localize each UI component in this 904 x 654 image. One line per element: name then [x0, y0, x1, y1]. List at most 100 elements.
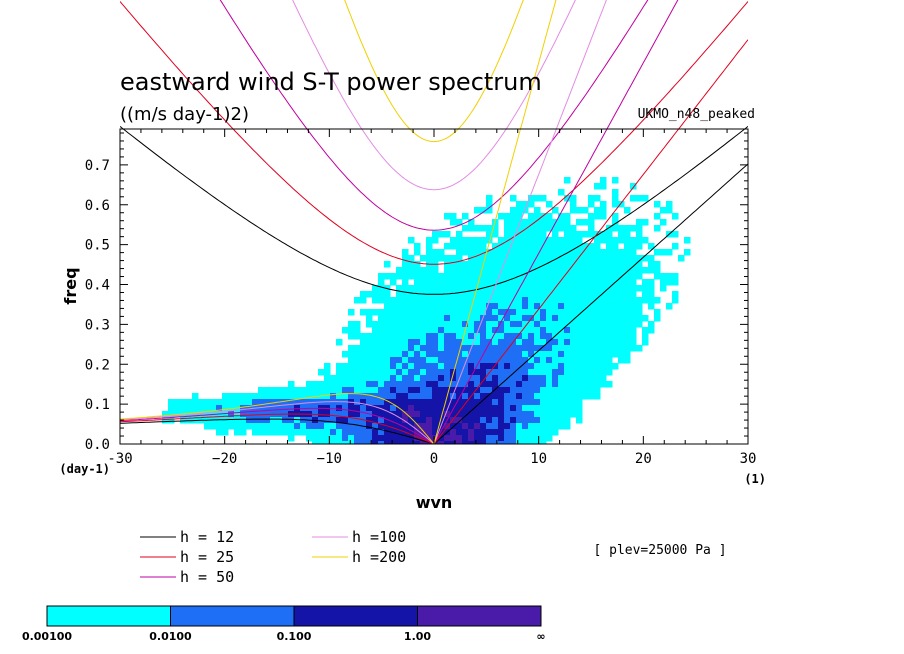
power-cell: [570, 201, 577, 208]
power-cell: [486, 405, 493, 412]
power-cell: [408, 375, 415, 382]
power-cell: [426, 309, 433, 316]
power-cell: [396, 381, 403, 388]
power-cell: [576, 267, 583, 274]
power-cell: [288, 399, 295, 406]
power-cell: [444, 243, 451, 250]
power-cell: [342, 351, 349, 358]
power-cell: [492, 279, 499, 286]
power-cell: [378, 327, 385, 334]
power-cell: [528, 405, 535, 412]
power-cell: [630, 225, 637, 232]
power-cell: [498, 429, 505, 436]
power-cell: [636, 309, 643, 316]
power-cell: [624, 351, 631, 358]
power-cell: [504, 435, 511, 442]
power-cell: [438, 231, 445, 238]
power-cell: [498, 333, 505, 340]
power-cell: [378, 345, 385, 352]
power-cell: [552, 291, 559, 298]
power-cell: [594, 267, 601, 274]
power-cell: [594, 309, 601, 316]
power-cell: [558, 387, 565, 394]
power-cell: [486, 285, 493, 292]
power-cell: [684, 249, 691, 256]
level-label: [ plev=25000 Pa ]: [593, 543, 726, 558]
power-cell: [384, 441, 391, 444]
power-cell: [438, 405, 445, 412]
power-cell: [570, 291, 577, 298]
power-cell: [432, 333, 439, 340]
power-cell: [672, 243, 679, 250]
power-cell: [330, 441, 337, 444]
power-cell: [582, 249, 589, 256]
power-cell: [462, 423, 469, 430]
power-cell: [342, 423, 349, 430]
power-cell: [492, 333, 499, 340]
power-cell: [384, 345, 391, 352]
power-cell: [558, 273, 565, 280]
power-cell: [450, 399, 457, 406]
power-cell: [378, 285, 385, 292]
power-cell: [402, 273, 409, 280]
power-cell: [504, 417, 511, 424]
power-cell: [540, 309, 547, 316]
power-cell: [426, 273, 433, 280]
power-cell: [426, 327, 433, 334]
power-cell: [546, 369, 553, 376]
power-cell: [432, 345, 439, 352]
power-cell: [504, 291, 511, 298]
power-cell: [474, 429, 481, 436]
power-cell: [672, 291, 679, 298]
power-cell: [630, 255, 637, 262]
power-cell: [546, 351, 553, 358]
power-cell: [540, 411, 547, 418]
power-cell: [666, 303, 673, 310]
power-cell: [642, 297, 649, 304]
power-cell: [588, 351, 595, 358]
power-cell: [294, 399, 301, 406]
power-cell: [432, 357, 439, 364]
power-cell: [414, 309, 421, 316]
power-cell: [426, 285, 433, 292]
power-cell: [480, 369, 487, 376]
power-cell: [570, 297, 577, 304]
power-cell: [498, 249, 505, 256]
power-cell: [438, 327, 445, 334]
power-cell: [330, 393, 337, 400]
power-cell: [600, 375, 607, 382]
power-cell: [558, 237, 565, 244]
power-cell: [444, 375, 451, 382]
power-cell: [384, 351, 391, 358]
power-cell: [390, 441, 397, 444]
power-cell: [516, 375, 523, 382]
power-cell: [618, 249, 625, 256]
power-cell: [588, 375, 595, 382]
power-cell: [486, 411, 493, 418]
power-cell: [600, 255, 607, 262]
power-cell: [486, 435, 493, 442]
power-cell: [510, 327, 517, 334]
power-cell: [354, 321, 361, 328]
power-cell: [540, 285, 547, 292]
power-cell: [480, 387, 487, 394]
power-cell: [552, 315, 559, 322]
power-cell: [522, 417, 529, 424]
power-cell: [336, 405, 343, 412]
power-cell: [552, 381, 559, 388]
power-cell: [510, 315, 517, 322]
power-cell: [522, 435, 529, 442]
power-cell: [618, 345, 625, 352]
power-cell: [630, 321, 637, 328]
power-cell: [438, 249, 445, 256]
power-cell: [342, 369, 349, 376]
power-cell: [480, 393, 487, 400]
power-cell: [342, 435, 349, 442]
power-cell: [492, 273, 499, 280]
power-cell: [468, 369, 475, 376]
power-cell: [564, 249, 571, 256]
power-cell: [408, 303, 415, 310]
power-cell: [582, 291, 589, 298]
power-cell: [468, 423, 475, 430]
power-cell: [312, 429, 319, 436]
